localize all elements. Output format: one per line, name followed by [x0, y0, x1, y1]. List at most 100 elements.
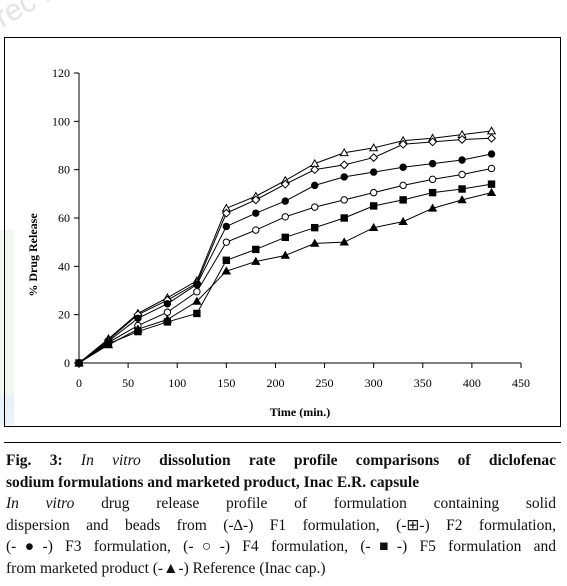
x-tick-label: 350 — [414, 376, 432, 390]
caption-desc-line-1: In vitro drug release profile of formula… — [6, 493, 556, 515]
data-point — [252, 245, 260, 254]
axes — [78, 73, 521, 364]
data-point — [252, 209, 260, 217]
data-point — [222, 238, 231, 246]
series-3 — [75, 150, 496, 367]
data-point — [340, 196, 348, 204]
x-axis-ticks: 0 50 100 150 200 250 300 350 400 450 — [76, 363, 530, 390]
data-point — [193, 280, 201, 289]
data-point — [399, 196, 407, 204]
data-point — [398, 216, 408, 225]
y-tick-label: 120 — [52, 66, 70, 80]
y-axis-title: % Drug Release — [26, 213, 40, 297]
data-point — [192, 296, 202, 305]
caption-desc-line-2: dispersion and beads from (-∆-) F1 formu… — [6, 516, 556, 534]
data-point — [163, 300, 172, 308]
y-axis-ticks: 0 20 40 60 80 100 120 — [52, 66, 79, 370]
data-point — [428, 137, 438, 147]
data-point — [427, 203, 438, 212]
x-tick-label: 50 — [122, 376, 134, 390]
data-point — [311, 181, 319, 190]
caption-title-line-1: Fig. 3: In vitro dissolution rate profil… — [6, 450, 556, 472]
y-tick-label: 0 — [64, 356, 70, 370]
data-point — [310, 238, 320, 247]
data-point — [369, 222, 379, 232]
data-point — [133, 324, 143, 333]
x-axis-title: Time (min.) — [270, 405, 330, 419]
data-point — [134, 314, 142, 322]
data-point — [221, 266, 231, 275]
caption-title-line-2: sodium formulations and marketed product… — [6, 473, 420, 491]
data-point — [222, 222, 231, 231]
data-point — [251, 256, 261, 265]
caption-desc-line-4: from marketed product (-▲-) Reference (I… — [6, 559, 326, 577]
watermark-text: rec N F — [0, 0, 91, 34]
data-point — [428, 159, 437, 168]
caption-fig-label: Fig. 3: — [6, 452, 63, 469]
data-point — [339, 147, 349, 157]
y-tick-label: 60 — [58, 211, 70, 225]
data-point — [311, 223, 319, 232]
x-tick-label: 100 — [168, 376, 186, 390]
y-tick-label: 40 — [58, 259, 70, 273]
x-tick-label: 200 — [266, 376, 284, 390]
data-point — [486, 126, 497, 135]
data-point — [369, 143, 379, 152]
x-tick-label: 400 — [463, 376, 481, 390]
data-point — [222, 256, 231, 264]
drug-release-chart: 0 20 40 60 80 100 120 0 50 100 150 200 250 300 350 400… — [26, 66, 530, 419]
series-6 — [74, 187, 497, 367]
data-point — [399, 163, 407, 171]
data-point — [280, 250, 290, 259]
data-point — [398, 139, 408, 149]
data-point — [340, 173, 348, 181]
data-point — [457, 134, 467, 144]
data-point — [221, 208, 231, 218]
data-point — [428, 175, 437, 184]
data-point — [487, 164, 496, 173]
data-point — [458, 185, 466, 193]
x-tick-label: 250 — [316, 376, 334, 390]
data-point — [339, 160, 349, 170]
x-tick-label: 150 — [217, 376, 235, 390]
data-point — [369, 168, 378, 176]
data-point — [457, 195, 467, 204]
x-tick-label: 300 — [365, 376, 383, 390]
y-tick-label: 100 — [52, 114, 70, 128]
data-point — [487, 150, 496, 158]
data-point — [281, 197, 289, 205]
figure-caption: Fig. 3: In vitro dissolution rate profil… — [6, 450, 556, 579]
y-tick-label: 20 — [58, 308, 70, 322]
data-point — [252, 226, 260, 234]
data-point — [399, 181, 407, 190]
data-point — [486, 187, 497, 196]
data-point — [458, 156, 466, 164]
chart-frame: 0 20 40 60 80 100 120 0 50 100 150 200 250 300 350 400… — [4, 37, 561, 427]
data-point — [458, 170, 466, 179]
data-point — [487, 180, 496, 188]
data-point — [369, 202, 378, 210]
series-group — [74, 126, 497, 368]
data-point — [281, 213, 289, 221]
caption-desc-italic: In vitro — [6, 495, 75, 512]
caption-title-italic: In vitro — [80, 452, 141, 469]
data-point — [340, 214, 348, 222]
data-point — [311, 203, 319, 211]
data-point — [487, 133, 497, 143]
data-point — [280, 179, 290, 189]
x-tick-label: 0 — [76, 376, 82, 390]
caption-title-rest: dissolution rate profile comparisons of … — [140, 452, 556, 469]
caption-desc-rest: drug release profile of formulation cont… — [74, 495, 556, 512]
data-point — [369, 188, 378, 197]
data-point — [369, 153, 379, 163]
data-point — [193, 288, 201, 296]
data-point — [163, 308, 172, 316]
data-point — [281, 233, 289, 242]
data-point — [103, 340, 114, 349]
y-tick-label: 80 — [58, 163, 70, 177]
data-point — [74, 358, 84, 367]
data-point — [193, 309, 201, 318]
data-point — [162, 314, 173, 323]
data-point — [428, 188, 437, 197]
caption-desc-line-3: (-●-) F3 formulation, (-○-) F4 formulati… — [6, 538, 556, 555]
